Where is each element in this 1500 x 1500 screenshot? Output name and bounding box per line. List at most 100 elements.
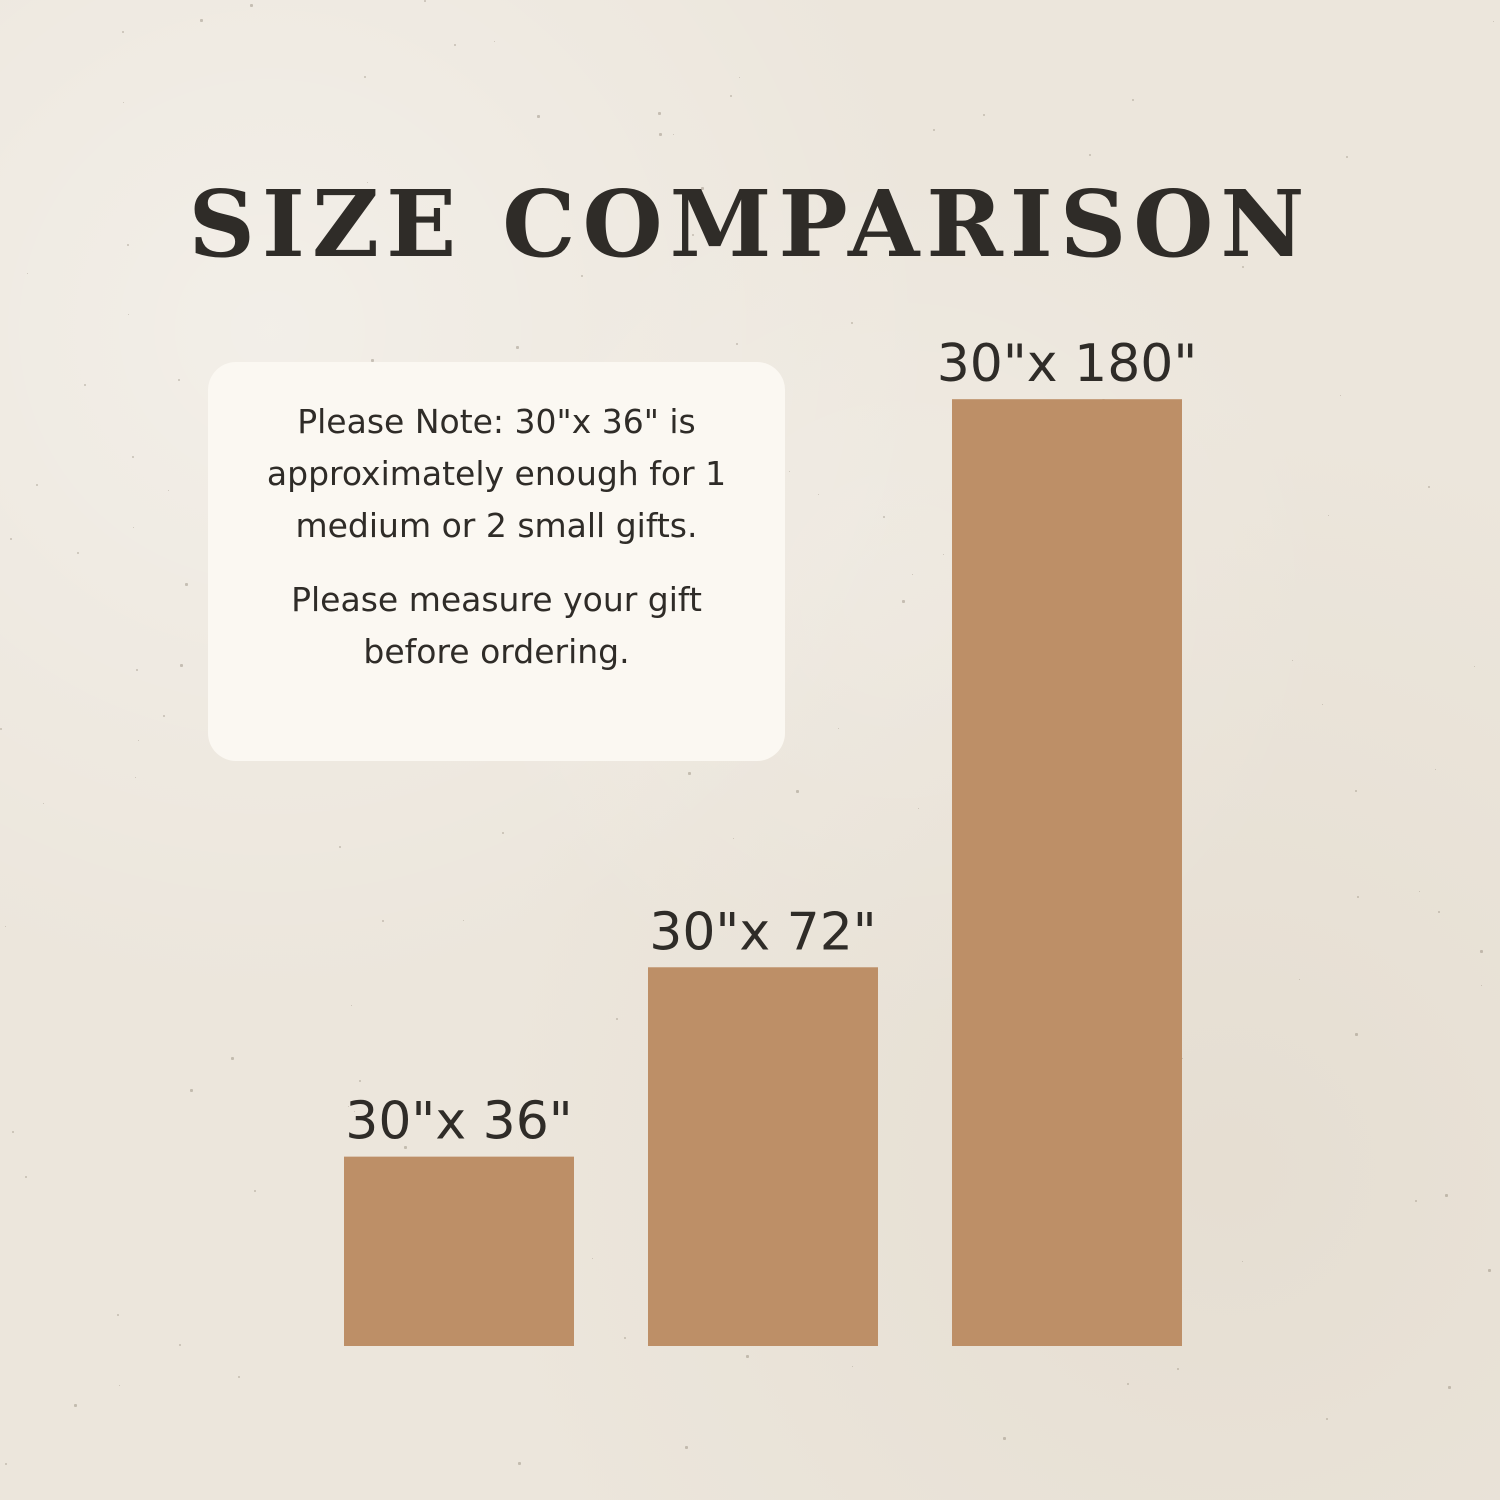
paper-speck: [74, 1404, 77, 1407]
paper-speck: [1328, 515, 1329, 516]
paper-speck: [1435, 769, 1436, 770]
paper-speck: [1346, 156, 1348, 158]
paper-speck: [692, 234, 694, 236]
paper-speck: [616, 1018, 618, 1020]
paper-speck: [1299, 979, 1300, 980]
paper-speck: [117, 1314, 119, 1316]
paper-speck: [215, 220, 216, 221]
paper-speck: [200, 19, 203, 22]
paper-speck: [1322, 704, 1323, 705]
paper-speck: [367, 182, 368, 183]
paper-speck: [1242, 1261, 1243, 1262]
paper-speck: [1292, 660, 1293, 661]
paper-speck: [592, 1258, 593, 1259]
paper-speck: [733, 838, 734, 839]
paper-speck: [659, 133, 662, 136]
paper-speck: [127, 244, 129, 246]
paper-speck: [730, 95, 732, 97]
paper-speck: [254, 1190, 256, 1192]
paper-speck: [1340, 395, 1341, 396]
paper-speck: [454, 44, 456, 46]
paper-speck: [1132, 99, 1134, 101]
paper-speck: [918, 808, 919, 809]
paper-speck: [382, 920, 384, 922]
paper-speck: [133, 527, 134, 528]
note-text-size: Please Note: 30"x 36" is approximately e…: [266, 402, 727, 545]
paper-speck: [354, 1111, 355, 1112]
paper-speck: [1481, 985, 1482, 986]
paper-speck: [238, 1376, 240, 1378]
paper-speck: [1474, 666, 1475, 667]
paper-speck: [43, 803, 44, 804]
paper-speck: [1415, 1200, 1417, 1202]
paper-speck: [123, 102, 124, 103]
paper-speck: [371, 359, 374, 362]
paper-speck: [168, 490, 169, 491]
page-title: SIZE COMPARISON: [188, 169, 1312, 278]
paper-speck: [25, 1176, 27, 1178]
paper-speck: [739, 77, 740, 78]
paper-speck: [1242, 266, 1244, 268]
paper-speck: [1480, 950, 1483, 953]
paper-speck: [518, 1462, 521, 1465]
paper-speck: [1003, 1437, 1006, 1440]
bar-1: [648, 967, 878, 1346]
paper-speck: [789, 471, 790, 472]
paper-speck: [136, 669, 138, 671]
paper-speck: [701, 187, 704, 190]
paper-speck: [746, 1355, 749, 1358]
paper-speck: [1488, 1269, 1491, 1272]
paper-speck: [673, 134, 674, 135]
paper-speck: [933, 129, 935, 131]
paper-speck: [1419, 891, 1420, 892]
paper-speck: [796, 790, 799, 793]
paper-speck: [250, 4, 253, 7]
paper-speck: [10, 538, 12, 540]
paper-speck: [883, 516, 885, 518]
paper-speck: [983, 114, 985, 116]
paper-speck: [494, 41, 495, 42]
paper-speck: [1355, 790, 1357, 792]
paper-speck: [736, 343, 738, 345]
paper-speck: [1357, 896, 1359, 898]
paper-speck: [516, 346, 519, 349]
bar-label-1: 30"x 72": [649, 902, 876, 962]
paper-speck: [1326, 1418, 1328, 1420]
paper-speck: [1182, 1058, 1183, 1059]
paper-speck: [685, 1446, 688, 1449]
bar-0: [344, 1156, 574, 1346]
paper-speck: [178, 379, 180, 381]
paper-speck: [1177, 1368, 1179, 1370]
bar-2: [952, 399, 1182, 1346]
paper-speck: [359, 1080, 361, 1082]
paper-speck: [119, 1385, 120, 1386]
paper-speck: [179, 1344, 181, 1346]
paper-speck: [943, 554, 944, 555]
paper-speck: [36, 484, 38, 486]
paper-speck: [463, 920, 464, 921]
paper-speck: [84, 384, 86, 386]
paper-speck: [852, 1366, 853, 1367]
bar-label-2: 30"x 180": [937, 334, 1198, 394]
paper-speck: [77, 552, 79, 554]
note-text-measure: Please measure your gift before ordering…: [291, 580, 702, 671]
paper-speck: [902, 600, 905, 603]
paper-speck: [5, 1463, 7, 1465]
paper-speck: [339, 846, 341, 848]
paper-speck: [138, 740, 139, 741]
paper-speck: [851, 322, 853, 324]
paper-speck: [502, 832, 504, 834]
paper-speck: [1127, 1383, 1129, 1385]
paper-speck: [875, 197, 878, 200]
paper-speck: [190, 1089, 193, 1092]
paper-speck: [348, 1106, 349, 1107]
paper-speck: [537, 115, 540, 118]
paper-speck: [1089, 154, 1091, 156]
paper-speck: [424, 0, 426, 2]
paper-speck: [204, 246, 205, 247]
paper-speck: [351, 1005, 352, 1006]
paper-speck: [12, 1131, 14, 1133]
paper-speck: [658, 112, 661, 115]
paper-speck: [818, 494, 819, 495]
